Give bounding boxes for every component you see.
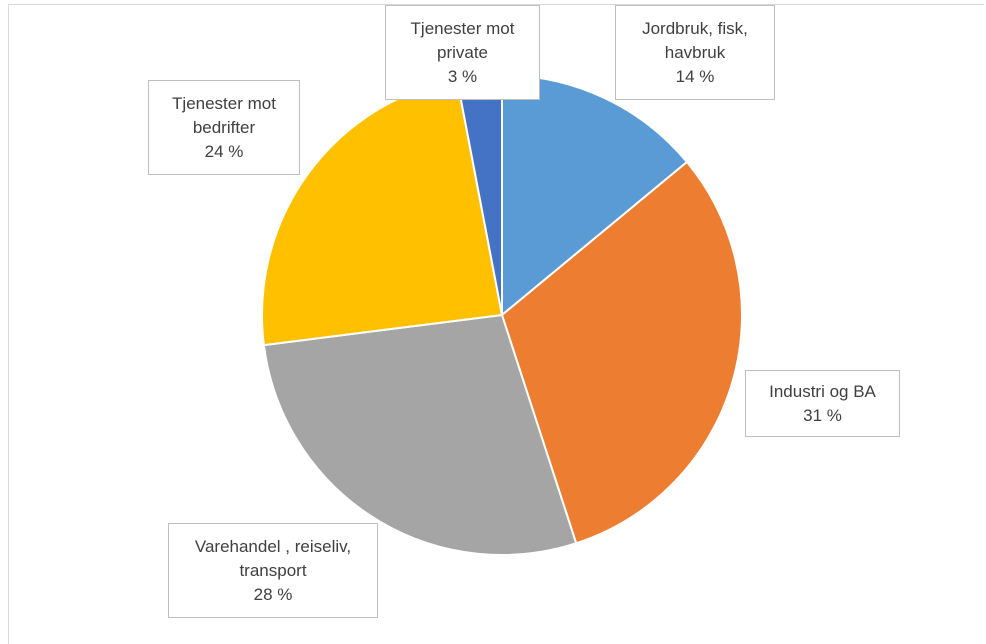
page: (() => { const data = JSON.parse(documen… — [8, 4, 984, 644]
pie-slice — [262, 313, 578, 556]
value-label: 3 % — [447, 66, 478, 86]
data-label: Industri og BA 31 % — [745, 370, 900, 437]
data-label: Tjenester mot private 3 % — [385, 5, 540, 100]
data-label: Tjenester mot bedrifter 24 % — [148, 80, 300, 175]
category-label: Tjenester mot bedrifter — [172, 93, 276, 137]
data-label: Varehandel , reiseliv, transport 28 % — [168, 523, 378, 618]
category-label: Varehandel , reiseliv, transport — [194, 536, 352, 580]
data-label: Jordbruk, fisk, havbruk 14 % — [615, 5, 775, 100]
value-label: 14 % — [675, 66, 715, 86]
value-label: 31 % — [803, 405, 842, 425]
chart-frame — [8, 4, 984, 644]
category-label: Industri og BA — [769, 381, 876, 401]
pie-slice — [500, 160, 743, 545]
value-label: 24 % — [204, 141, 244, 161]
category-label: Jordbruk, fisk, havbruk — [642, 18, 748, 62]
value-label: 28 % — [253, 584, 293, 604]
category-label: Tjenester mot private — [410, 18, 515, 62]
chart — [261, 73, 743, 556]
